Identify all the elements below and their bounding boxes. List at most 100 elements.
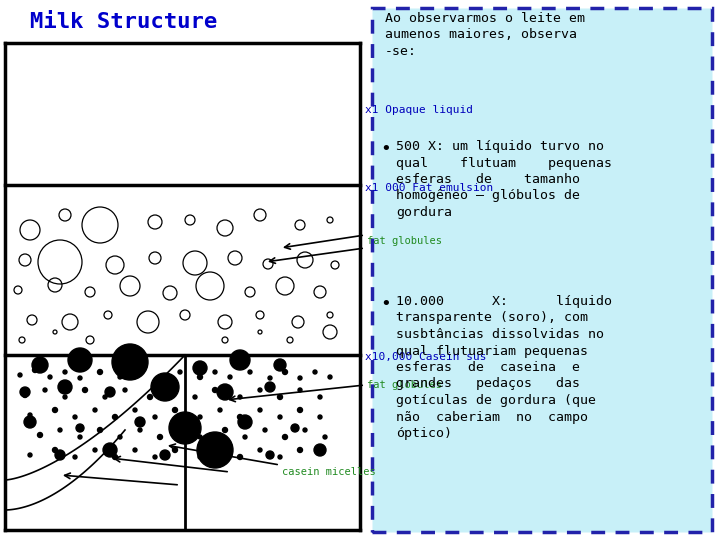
Circle shape — [148, 395, 153, 400]
Circle shape — [158, 435, 163, 440]
Circle shape — [83, 388, 88, 393]
Circle shape — [97, 369, 102, 375]
Circle shape — [238, 455, 243, 460]
Circle shape — [318, 395, 322, 399]
Circle shape — [168, 388, 172, 392]
Circle shape — [63, 370, 67, 374]
Circle shape — [78, 376, 82, 380]
Circle shape — [193, 361, 207, 375]
Circle shape — [193, 395, 197, 399]
Circle shape — [212, 388, 217, 393]
Circle shape — [198, 435, 202, 439]
Circle shape — [18, 373, 22, 377]
Circle shape — [55, 450, 65, 460]
Circle shape — [198, 455, 202, 459]
Circle shape — [258, 388, 262, 392]
Circle shape — [297, 408, 302, 413]
Circle shape — [112, 344, 148, 380]
Text: 500 X: um líquido turvo no
qual    flutuam    pequenas
esferas   de    tamanho
h: 500 X: um líquido turvo no qual flutuam … — [396, 140, 612, 219]
Circle shape — [178, 428, 182, 432]
Circle shape — [138, 428, 142, 432]
Text: Ao observarmos o leite em
aumenos maiores, observa
-se:: Ao observarmos o leite em aumenos maiore… — [385, 12, 585, 58]
Circle shape — [151, 373, 179, 401]
Circle shape — [313, 370, 317, 374]
Circle shape — [173, 448, 178, 453]
Circle shape — [198, 415, 202, 419]
Circle shape — [238, 395, 242, 399]
Text: •: • — [380, 295, 391, 313]
Circle shape — [328, 375, 332, 379]
Circle shape — [278, 415, 282, 419]
Circle shape — [58, 428, 62, 432]
Circle shape — [318, 415, 322, 419]
Circle shape — [282, 369, 287, 375]
Circle shape — [103, 395, 107, 399]
Circle shape — [297, 448, 302, 453]
Text: Milk Structure: Milk Structure — [30, 12, 217, 32]
Circle shape — [277, 395, 282, 400]
Circle shape — [243, 435, 247, 439]
Circle shape — [53, 408, 58, 413]
Circle shape — [258, 448, 262, 452]
Circle shape — [248, 370, 252, 374]
Text: x1 000 Fat emulsion: x1 000 Fat emulsion — [365, 183, 493, 193]
Circle shape — [105, 387, 115, 397]
Circle shape — [197, 432, 233, 468]
Circle shape — [218, 448, 222, 452]
Circle shape — [303, 428, 307, 432]
Circle shape — [112, 415, 117, 420]
Circle shape — [291, 424, 299, 432]
Circle shape — [258, 408, 262, 412]
Circle shape — [173, 408, 178, 413]
Text: casein micelles: casein micelles — [282, 467, 376, 477]
Circle shape — [48, 375, 52, 379]
Circle shape — [135, 417, 145, 427]
Circle shape — [213, 370, 217, 374]
Circle shape — [63, 395, 67, 399]
Circle shape — [197, 375, 202, 380]
Text: 10.000      X:      líquido
transparente (soro), com
susbtâncias dissolvidas no
: 10.000 X: líquido transparente (soro), c… — [396, 295, 612, 440]
Circle shape — [103, 443, 117, 457]
Circle shape — [314, 444, 326, 456]
Circle shape — [37, 433, 42, 437]
Circle shape — [238, 415, 252, 429]
Circle shape — [218, 408, 222, 412]
FancyBboxPatch shape — [372, 8, 712, 532]
Circle shape — [68, 348, 92, 372]
Circle shape — [133, 448, 137, 452]
Circle shape — [20, 387, 30, 397]
Text: x1 Opaque liquid: x1 Opaque liquid — [365, 105, 473, 115]
Circle shape — [32, 357, 48, 373]
Circle shape — [153, 415, 157, 419]
Circle shape — [169, 412, 201, 444]
Circle shape — [178, 370, 182, 374]
Circle shape — [73, 415, 77, 419]
Circle shape — [160, 450, 170, 460]
Circle shape — [93, 408, 97, 412]
Circle shape — [274, 359, 286, 371]
Circle shape — [28, 413, 32, 417]
Circle shape — [222, 428, 228, 433]
Circle shape — [278, 455, 282, 459]
Circle shape — [228, 375, 232, 379]
Circle shape — [230, 350, 250, 370]
Circle shape — [265, 382, 275, 392]
Circle shape — [282, 435, 287, 440]
Circle shape — [76, 424, 84, 432]
Circle shape — [158, 376, 162, 380]
Circle shape — [263, 428, 267, 432]
Circle shape — [138, 370, 142, 374]
Circle shape — [24, 416, 36, 428]
Circle shape — [298, 376, 302, 380]
Circle shape — [58, 380, 72, 394]
Circle shape — [112, 455, 117, 460]
Circle shape — [133, 408, 137, 412]
Circle shape — [43, 388, 47, 392]
Circle shape — [78, 435, 82, 439]
Text: x10,000 Casein sus: x10,000 Casein sus — [365, 352, 487, 362]
Circle shape — [28, 453, 32, 457]
Circle shape — [123, 388, 127, 392]
Text: •: • — [380, 140, 391, 158]
Circle shape — [238, 415, 243, 420]
Circle shape — [266, 451, 274, 459]
